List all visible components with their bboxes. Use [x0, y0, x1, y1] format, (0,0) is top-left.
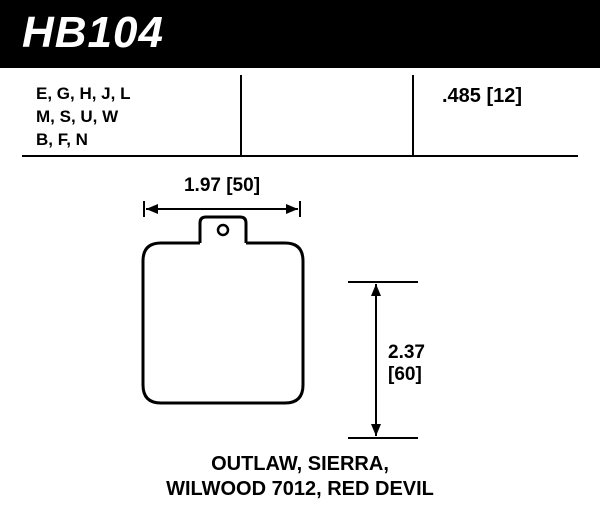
applications-line: OUTLAW, SIERRA,: [0, 452, 600, 477]
width-inches: 1.97: [184, 175, 221, 196]
applications-line: WILWOOD 7012, RED DEVIL: [0, 477, 600, 502]
width-dimension: 1.97 [50]: [142, 175, 302, 213]
header-bar: HB104: [0, 0, 600, 68]
thickness-mm: [12]: [487, 85, 523, 107]
height-label: 2.37 [60]: [388, 342, 425, 386]
width-arrow: [142, 199, 302, 213]
height-dimension: 2.37 [60]: [348, 280, 468, 455]
codes-line: M, S, U, W: [36, 106, 130, 129]
thickness-inches: .485: [442, 85, 481, 107]
height-inches: 2.37: [388, 342, 425, 364]
pad-diagram: 1.97 [50]: [0, 175, 600, 475]
height-mm: [60]: [388, 364, 425, 386]
column-divider: [240, 75, 242, 157]
thickness-value: .485 [12]: [442, 85, 522, 108]
codes-line: B, F, N: [36, 129, 130, 152]
applications: OUTLAW, SIERRA, WILWOOD 7012, RED DEVIL: [0, 452, 600, 502]
column-divider: [412, 75, 414, 157]
codes-line: E, G, H, J, L: [36, 83, 130, 106]
info-row: E, G, H, J, L M, S, U, W B, F, N .485 [1…: [22, 75, 578, 157]
brake-pad-outline: [128, 213, 318, 433]
compound-codes: E, G, H, J, L M, S, U, W B, F, N: [36, 83, 130, 152]
width-label: 1.97 [50]: [142, 175, 302, 197]
width-mm: [50]: [226, 175, 260, 196]
part-number: HB104: [22, 8, 578, 58]
